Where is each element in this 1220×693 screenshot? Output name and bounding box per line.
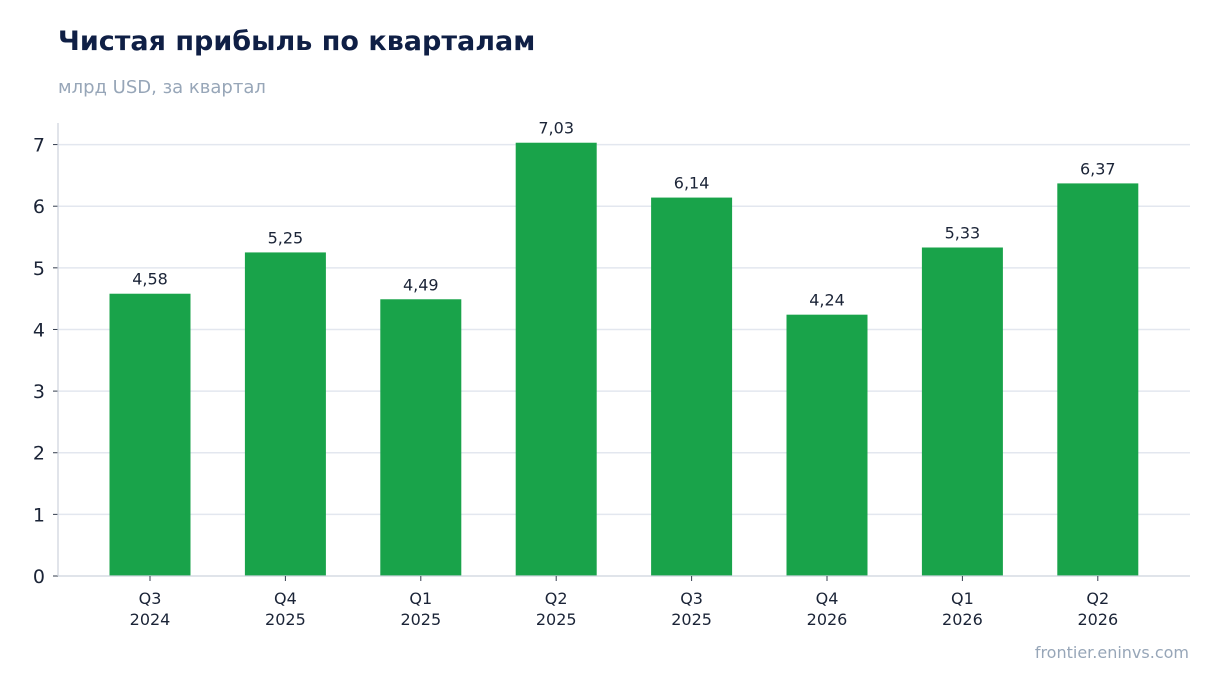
x-tick-label-year: 2025	[400, 610, 441, 629]
bar	[651, 197, 733, 577]
x-tick-label-year: 2026	[807, 610, 848, 629]
label-layer: 0 1 2 3 4 5 6 7 4,58 Q3 2024 5,25 Q4 2025 4,49 Q1 2025 7,…	[33, 119, 1118, 629]
bar-value-label: 6,37	[1080, 159, 1116, 178]
x-tick-label-quarter: Q3	[680, 589, 703, 608]
bar-layer	[109, 142, 1139, 577]
x-tick-label-quarter: Q1	[951, 589, 974, 608]
bar	[515, 142, 597, 576]
x-tick-label-year: 2025	[671, 610, 712, 629]
x-tick-label-year: 2026	[1077, 610, 1118, 629]
bar	[109, 293, 191, 576]
y-tick-label: 2	[33, 443, 45, 465]
x-tick-label-quarter: Q2	[1086, 589, 1109, 608]
x-tick-label-year: 2024	[130, 610, 171, 629]
y-tick-label: 7	[33, 135, 45, 157]
x-tick-label-quarter: Q3	[139, 589, 162, 608]
bar-value-label: 4,58	[132, 270, 168, 289]
y-tick-label: 3	[33, 381, 45, 403]
bar	[921, 247, 1003, 576]
x-tick-label-quarter: Q4	[816, 589, 839, 608]
x-tick-label-quarter: Q1	[409, 589, 432, 608]
bar-value-label: 6,14	[674, 174, 710, 193]
bar	[244, 252, 326, 576]
bar-value-label: 4,24	[809, 291, 845, 310]
grid-layer	[58, 143, 1190, 516]
x-tick-label-year: 2026	[942, 610, 983, 629]
y-tick-label: 4	[33, 319, 45, 341]
x-tick-label-quarter: Q2	[545, 589, 568, 608]
x-tick-label-quarter: Q4	[274, 589, 297, 608]
y-tick-label: 1	[33, 504, 45, 526]
bar-value-label: 5,25	[268, 228, 304, 247]
source-credit: frontier.eninvs.com	[1034, 643, 1189, 662]
y-tick-label: 6	[33, 196, 45, 218]
bar-value-label: 5,33	[945, 223, 981, 242]
y-tick-label: 0	[33, 566, 45, 588]
bar	[786, 314, 868, 576]
bar	[380, 299, 462, 576]
bar	[1057, 183, 1139, 576]
axis-layer	[53, 123, 1190, 581]
chart-title: Чистая прибыль по кварталам	[58, 26, 536, 57]
y-tick-label: 5	[33, 258, 45, 280]
bar-value-label: 4,49	[403, 275, 439, 294]
x-tick-label-year: 2025	[265, 610, 306, 629]
bar-value-label: 7,03	[538, 119, 574, 138]
chart-subtitle: млрд USD, за квартал	[58, 77, 266, 98]
x-tick-label-year: 2025	[536, 610, 577, 629]
